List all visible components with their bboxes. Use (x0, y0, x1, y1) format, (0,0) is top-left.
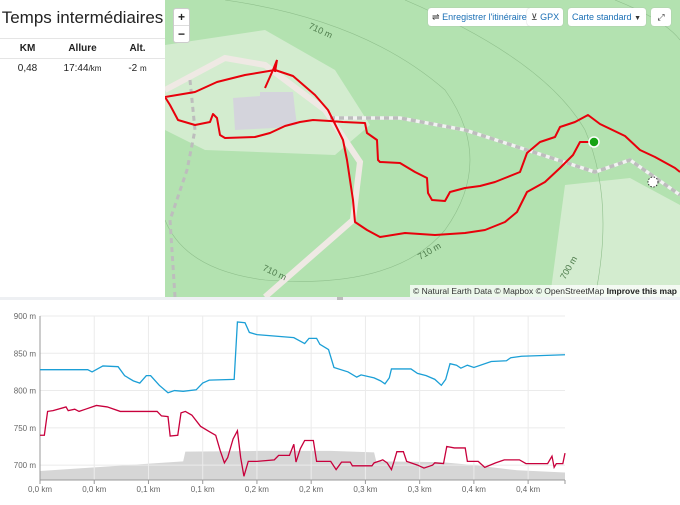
contour-label: 710 m (416, 241, 443, 262)
y-tick-label: 850 m (14, 349, 37, 358)
start-marker[interactable] (588, 136, 600, 148)
building (233, 92, 297, 130)
x-tick-label: 0,3 km (353, 485, 377, 494)
profile-chart: 700 m 750 m 800 m 850 m 900 m 0,0 km 0,0 km 0,1… (14, 312, 566, 494)
pace-unit: /km (88, 64, 102, 73)
download-circle-icon: ⊻ (531, 12, 538, 22)
road (165, 54, 364, 297)
checkered-flag-marker[interactable] (647, 176, 659, 188)
improve-map-link[interactable]: Improve this map (606, 286, 677, 296)
contour-label: 710 m (261, 263, 288, 283)
x-tick-label: 0,1 km (191, 485, 215, 494)
save-route-label: Enregistrer l'itinéraire (442, 12, 527, 22)
y-tick-label: 900 m (14, 312, 37, 321)
y-tick-label: 700 m (14, 461, 37, 470)
attribution-text: © Natural Earth Data © Mapbox © OpenStre… (412, 286, 605, 296)
map-style-select[interactable]: Carte standard ▼ (568, 8, 646, 26)
gpx-button[interactable]: ⊻ GPX (527, 8, 564, 26)
map-style-label: Carte standard (572, 12, 632, 22)
caret-down-icon: ▼ (634, 15, 641, 22)
series-line-2 (40, 404, 566, 477)
map[interactable]: 710 m 710 m 710 m 700 m + − ⇌ Enregistre… (165, 0, 680, 297)
panel-resize-handle[interactable] (0, 297, 680, 300)
footpath-dash (330, 116, 680, 197)
x-tick-label: 0,3 km (408, 485, 432, 494)
panel-title: Temps intermédiaires (1, 8, 164, 27)
col-alt: Alt. (129, 43, 146, 54)
x-tick-label: 0,2 km (299, 485, 323, 494)
x-tick-label: 0,1 km (136, 485, 160, 494)
pace-value: 17:44 (63, 63, 89, 74)
meadow-area (550, 178, 680, 297)
gps-track-stub (264, 59, 278, 89)
route-icon: ⇌ (432, 12, 440, 22)
split-km: 0,48 (17, 63, 38, 74)
split-pace: 17:44/km (55, 63, 110, 74)
table-row[interactable]: 0,48 17:44/km -2 m (0, 58, 165, 78)
zoom-out-button[interactable]: − (177, 27, 185, 41)
fullscreen-button[interactable]: ⤢ (651, 8, 671, 26)
x-tick-label: 0,0 km (28, 485, 52, 494)
col-pace: Allure (68, 43, 97, 54)
splits-panel: Temps intermédiaires KM Allure Alt. 0,48… (0, 0, 165, 297)
resize-grip[interactable] (337, 297, 343, 300)
y-tick-label: 800 m (14, 387, 37, 396)
split-alt: -2 m (110, 63, 165, 74)
contour-label: 710 m (307, 21, 334, 41)
fullscreen-icon: ⤢ (657, 12, 665, 22)
alt-unit: m (140, 64, 147, 73)
x-tick-label: 0,2 km (245, 485, 269, 494)
gpx-label: GPX (540, 12, 560, 22)
left-footpath (168, 79, 197, 297)
y-tick-label: 750 m (14, 424, 37, 433)
x-tick-label: 0,4 km (462, 485, 486, 494)
save-route-button[interactable]: ⇌ Enregistrer l'itinéraire (428, 8, 531, 26)
series-line-1 (40, 321, 566, 394)
map-attribution: © Natural Earth Data © Mapbox © OpenStre… (409, 285, 680, 297)
gps-track (165, 69, 680, 238)
col-km: KM (19, 43, 36, 54)
x-tick-label: 0,0 km (82, 485, 106, 494)
splits-header: KM Allure Alt. (0, 38, 165, 58)
x-tick-label: 0,4 km (516, 485, 540, 494)
alt-value: -2 (128, 63, 138, 74)
zoom-control: + − (173, 8, 190, 43)
zoom-in-button[interactable]: + (174, 9, 189, 26)
map-canvas: 710 m 710 m 710 m 700 m (165, 0, 680, 297)
